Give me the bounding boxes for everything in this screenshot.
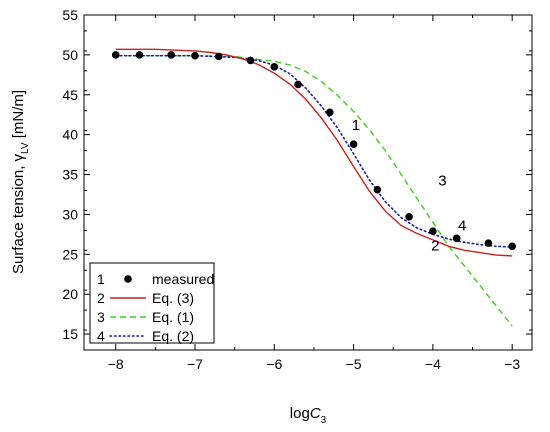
data-point [484,239,493,247]
data-point [111,51,120,59]
legend-box [89,262,215,344]
y-tick-label: 50 [62,47,78,63]
y-tick-label: 30 [62,206,78,222]
plot-frame [83,14,533,351]
legend-index: 1 [97,271,105,287]
y-tick-label: 45 [62,87,78,103]
legend-label: Eq. (1) [152,309,194,325]
data-point [508,242,516,251]
curve-annotation: 4 [458,217,466,234]
x-axis: −8 −7 −6 −5 −4 −3 [108,15,520,372]
legend-index: 4 [97,328,105,344]
y-tick-label: 15 [62,326,78,342]
curve-annotation: 3 [438,173,446,190]
series-line-2 [115,48,513,257]
x-tick-label: −7 [187,356,203,372]
legend-label: measured [152,271,214,287]
x-tick-label: −5 [346,356,362,372]
data-point [405,212,413,221]
y-axis-label: Surface tension, γLV [mN/m] [10,90,31,274]
legend-label: Eq. (3) [152,290,194,306]
series-line-4 [114,54,514,248]
series-markers [111,51,516,251]
data-point [214,52,223,61]
curve-annotation: 2 [431,237,439,254]
x-tick-label: −8 [108,356,124,372]
x-axis-label: logC3 [290,405,327,426]
data-point [326,108,334,117]
annotations: 1 3 4 2 [352,117,467,254]
legend-marker [124,275,132,283]
y-tick-label: 25 [62,246,78,262]
legend-index: 2 [97,290,105,306]
data-point [270,63,279,71]
legend: 1 measured 2 Eq. (3) 3 Eq. (1) 4 Eq. (2) [89,262,215,344]
data-point [429,227,437,235]
y-tick-label: 55 [62,7,78,23]
y-tick-label: 20 [62,286,78,302]
data-point [167,51,176,59]
series-line-3 [115,55,513,327]
x-tick-label: −3 [504,356,520,372]
legend-label: Eq. (2) [152,328,194,344]
y-axis: 15 20 25 30 35 40 45 50 55 [62,7,532,351]
y-tick-label: 35 [62,167,78,183]
data-point [246,56,255,65]
data-point [191,51,199,60]
data-point [373,185,382,194]
curve-annotation: 1 [352,117,360,134]
data-point [452,234,461,243]
data-point [294,80,302,89]
data-point [135,51,144,59]
x-tick-label: −6 [266,356,282,372]
data-point [349,140,358,149]
legend-index: 3 [97,309,105,325]
y-tick-label: 40 [62,127,78,143]
x-tick-label: −4 [425,356,441,372]
